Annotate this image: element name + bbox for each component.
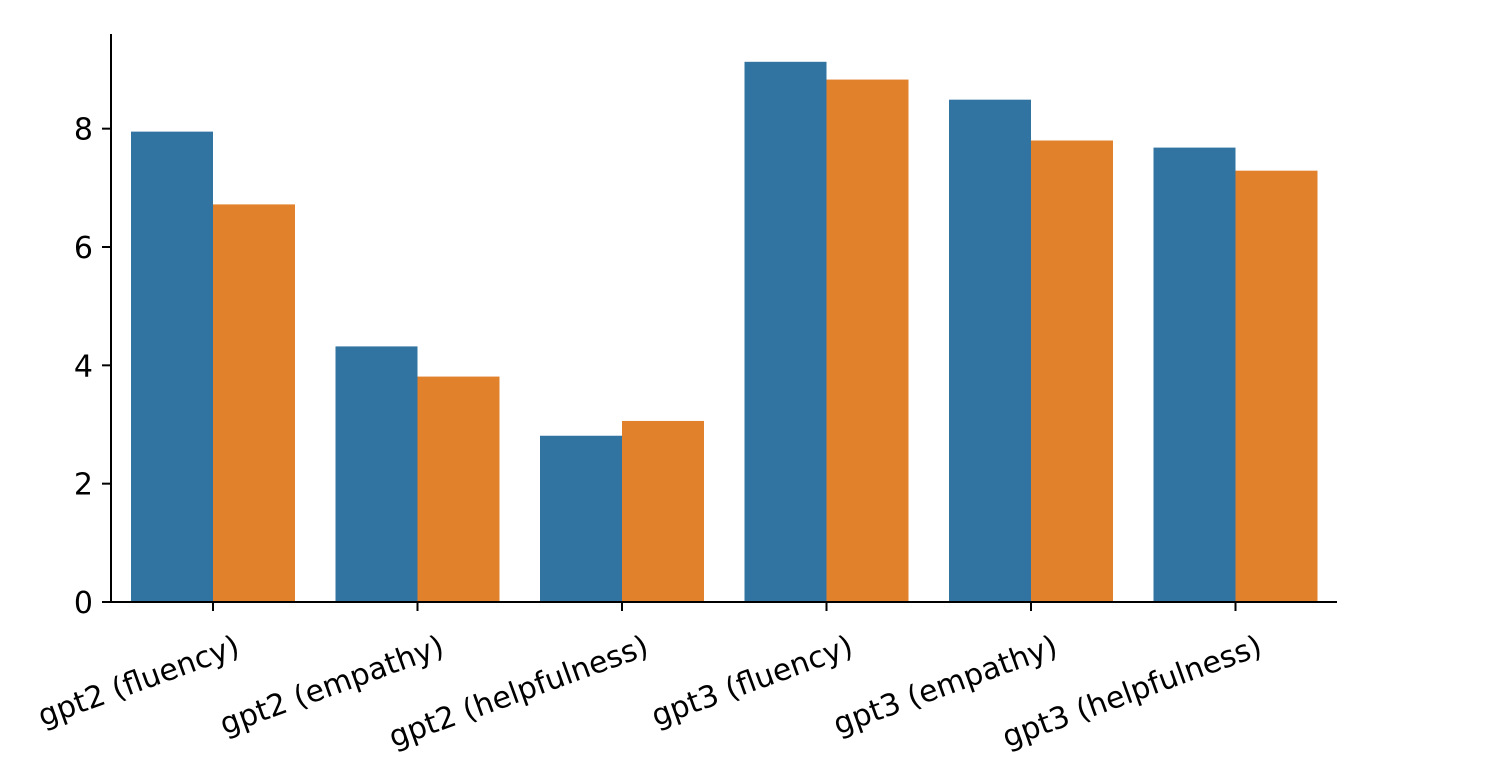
bar-series-1-6 bbox=[1153, 147, 1236, 602]
bar-series-1-3 bbox=[540, 435, 622, 602]
y-tick-label: 6 bbox=[74, 231, 93, 266]
bar-series-1-2 bbox=[335, 346, 418, 602]
bar-series-2-6 bbox=[1235, 170, 1318, 603]
y-tick-label: 8 bbox=[74, 113, 93, 148]
bar-series-1-4 bbox=[744, 61, 827, 602]
bar-series-1-1 bbox=[131, 131, 213, 602]
bar-series-2-4 bbox=[826, 79, 909, 602]
y-tick-label: 2 bbox=[74, 468, 93, 503]
y-tick-label: 0 bbox=[74, 586, 93, 621]
x-axis: gpt2 (fluency)gpt2 (empathy)gpt2 (helpfu… bbox=[33, 601, 1337, 755]
y-tick-label: 4 bbox=[74, 349, 93, 384]
x-tick-label: gpt3 (fluency) bbox=[647, 629, 858, 734]
bar-series-2-3 bbox=[622, 420, 704, 602]
x-tick-label: gpt2 (fluency) bbox=[33, 629, 244, 734]
bar-series-2-1 bbox=[213, 204, 295, 602]
bar-series-2-2 bbox=[417, 376, 500, 602]
bar-series-2-5 bbox=[1031, 140, 1113, 602]
bar-series-1-5 bbox=[949, 99, 1031, 603]
bars-group bbox=[131, 61, 1318, 603]
y-axis: 0 2 4 6 8 bbox=[74, 34, 112, 621]
